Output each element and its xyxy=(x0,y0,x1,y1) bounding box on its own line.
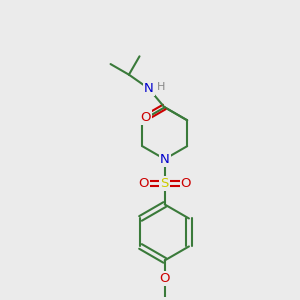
Text: O: O xyxy=(160,272,170,285)
Text: O: O xyxy=(181,177,191,190)
Text: S: S xyxy=(160,177,169,190)
Text: H: H xyxy=(157,82,165,92)
Text: N: N xyxy=(160,153,169,166)
Text: O: O xyxy=(138,177,149,190)
Text: N: N xyxy=(144,82,154,95)
Text: O: O xyxy=(141,111,151,124)
